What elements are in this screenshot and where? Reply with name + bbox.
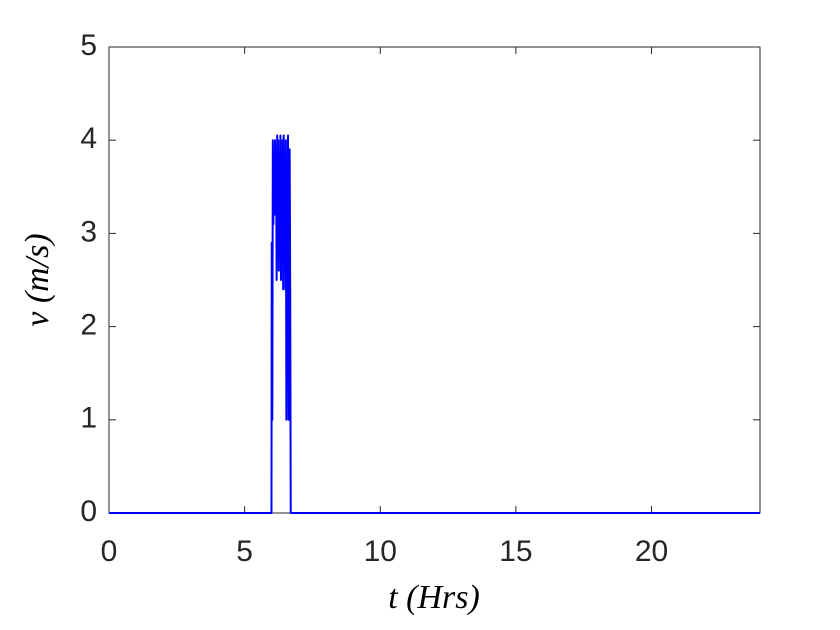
y-tick-label: 1 bbox=[80, 402, 97, 435]
data-line bbox=[109, 134, 760, 514]
x-tick-label: 10 bbox=[364, 535, 397, 568]
plot-frame bbox=[108, 46, 761, 514]
x-axis-label: t (Hrs) bbox=[388, 579, 480, 616]
x-tick-label: 20 bbox=[635, 535, 668, 568]
y-tick-label: 0 bbox=[80, 495, 97, 528]
y-tick-label: 5 bbox=[80, 29, 97, 62]
x-tick-label: 0 bbox=[101, 535, 118, 568]
y-tick-label: 4 bbox=[80, 122, 97, 155]
x-tick-label: 5 bbox=[236, 535, 253, 568]
y-tick-label: 3 bbox=[80, 215, 97, 248]
x-tick-label: 15 bbox=[499, 535, 532, 568]
y-tick-label: 2 bbox=[80, 309, 97, 342]
y-axis-label: v (m/s) bbox=[19, 233, 56, 326]
